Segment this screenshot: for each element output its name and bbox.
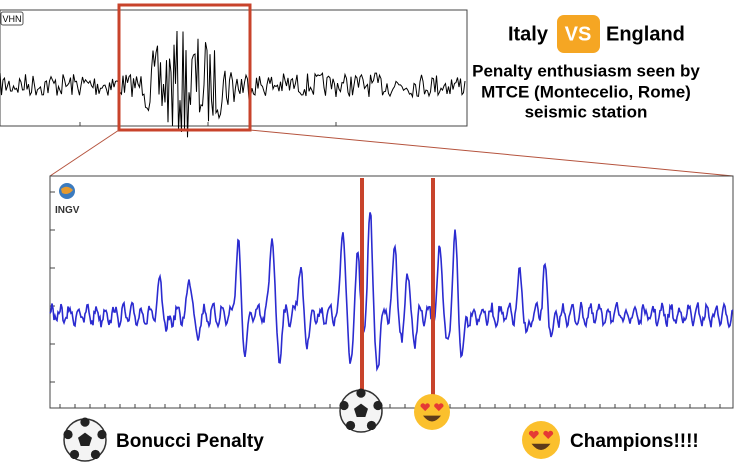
soccer-ball-icon [339,388,383,433]
patch [97,429,107,440]
patch [345,420,356,431]
heart-eyes-icon [522,421,560,459]
heart-eyes-icon [414,394,450,430]
top-waveform [0,30,466,138]
channel-label: VHN [2,14,21,24]
eye [434,403,444,412]
face [414,394,450,430]
vs-label: VS [565,23,592,45]
patch [78,432,92,446]
patch [63,429,73,440]
team-1: Italy [508,23,549,45]
logo-label: INGV [55,205,80,216]
subtitle: Penalty enthusiasm seen by [472,61,700,80]
mouth [531,443,551,450]
patch [90,449,101,460]
face [522,421,560,459]
zoom-box [117,3,252,132]
patch [356,388,366,398]
channel-box [0,11,24,26]
eye [543,430,554,440]
top-panel [0,9,468,127]
top-ticks [79,122,337,126]
subtitle: seismic station [525,102,648,121]
patch [366,420,377,431]
zoom-waveform [49,212,734,372]
zoom-line [249,129,734,177]
soccer-ball-icon [63,417,107,462]
patch [69,449,80,460]
eye [528,430,539,440]
mouth [423,415,441,422]
legend-champions: Champions!!!! [570,431,699,452]
patch [373,400,383,411]
subtitle: MTCE (Montecelio, Rome) [481,82,691,101]
patch [339,400,349,411]
legend-penalty: Bonucci Penalty [116,431,264,452]
eye [420,403,430,412]
patch [80,417,90,427]
team-2: England [606,23,685,45]
ingv-logo-shape [61,186,73,194]
zoom-line [49,129,120,177]
vs-badge [557,15,600,53]
patch [354,403,368,417]
